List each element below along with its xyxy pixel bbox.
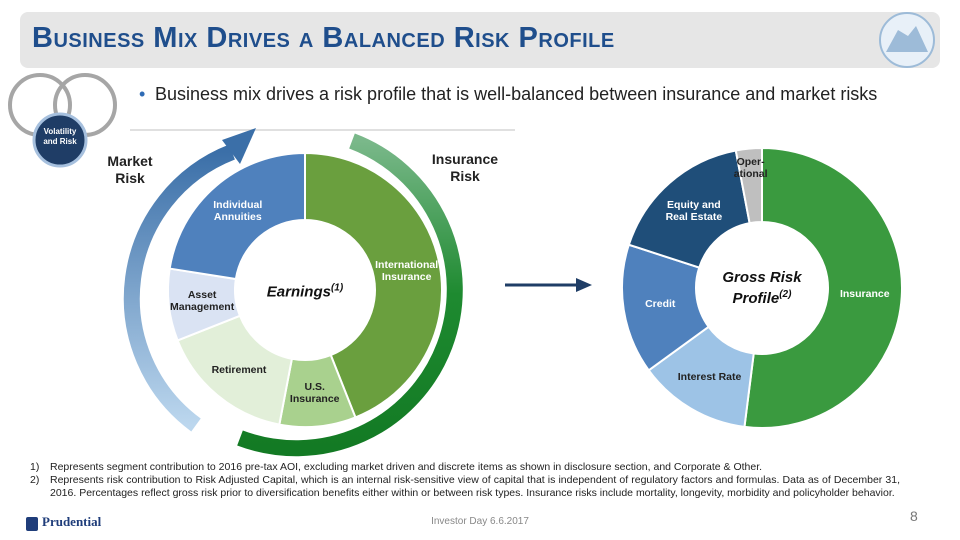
center-text: Gross Risk Profile bbox=[722, 269, 802, 307]
slice bbox=[304, 151, 443, 419]
slice bbox=[627, 149, 751, 269]
center-note: (1) bbox=[330, 282, 344, 294]
donut-hole bbox=[697, 223, 827, 353]
center-label: Earnings(1) bbox=[245, 280, 365, 301]
slice-label: Oper-ational bbox=[733, 155, 768, 180]
slice bbox=[168, 151, 306, 281]
footnote-marker: 1) bbox=[30, 461, 40, 473]
footnote: 1) Represents segment contribution to 201… bbox=[30, 461, 900, 474]
slice-label: Retirement bbox=[211, 363, 267, 376]
slice-label: Equity and Real Estate bbox=[665, 198, 723, 223]
footnote-text: Represents risk contribution to Risk Adj… bbox=[50, 474, 900, 499]
slice-label: U.S. Insurance bbox=[289, 381, 340, 406]
footnote-marker: 2) bbox=[30, 474, 40, 486]
market-risk-label: Market Risk bbox=[107, 153, 153, 186]
footer: Investor Day 6.6.2017 bbox=[431, 516, 529, 527]
slice-label: Individual Annuities bbox=[213, 199, 263, 224]
market-risk-arrowhead bbox=[222, 128, 256, 164]
badge-circle bbox=[32, 112, 88, 168]
donut-hole bbox=[236, 221, 374, 359]
center-text: Earnings bbox=[266, 283, 331, 301]
market-risk-arrow bbox=[123, 144, 235, 432]
bullet: Business mix drives a risk profile that … bbox=[139, 84, 877, 105]
page-number: 8 bbox=[910, 508, 918, 524]
footnote-text: Represents segment contribution to 2016 … bbox=[50, 461, 763, 473]
flow-arrowhead bbox=[576, 278, 592, 292]
slice bbox=[743, 146, 903, 429]
title: Business Mix Drives a Balanced Risk Prof… bbox=[32, 22, 615, 54]
badge-label: Volatility and Risk bbox=[43, 127, 77, 146]
footer-logo-icon bbox=[26, 517, 38, 531]
slice-label: Asset Management bbox=[170, 289, 235, 314]
slice-label: Insurance bbox=[839, 288, 890, 301]
footer-logo: Prudential bbox=[42, 514, 102, 529]
footnote: 2) Represents risk contribution to Risk A… bbox=[30, 474, 900, 499]
slice-label: Credit bbox=[645, 298, 676, 311]
slice-label: International Insurance bbox=[375, 258, 439, 283]
insurance-risk-label: Insurance Risk bbox=[431, 151, 499, 184]
slice bbox=[734, 146, 763, 225]
slice-label: Interest Rate bbox=[677, 370, 742, 383]
center-label: Gross Risk Profile(2) bbox=[722, 269, 802, 307]
insurance-risk-arrow bbox=[237, 133, 463, 457]
center-note: (2) bbox=[779, 289, 792, 300]
header-logo-rock bbox=[886, 26, 928, 52]
title-bar bbox=[20, 12, 940, 68]
